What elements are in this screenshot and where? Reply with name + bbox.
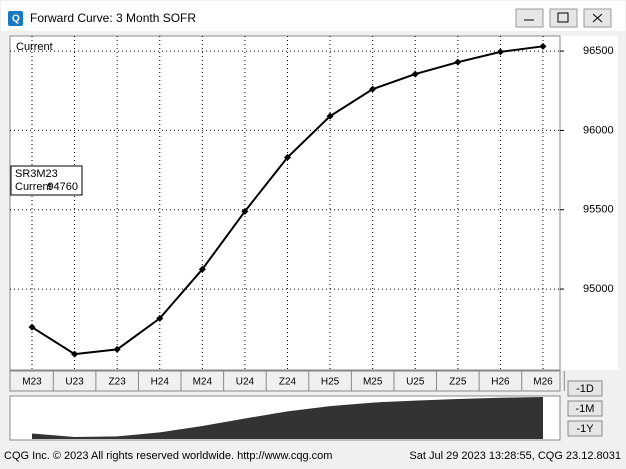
point [454,58,462,66]
point [539,42,547,50]
point [113,345,121,353]
close-icon [592,13,603,23]
y-tick-label: 95000 [583,283,614,295]
point [71,350,79,358]
range-button[interactable] [567,380,603,397]
point [28,323,36,331]
x-tick-label: Z24 [279,377,297,388]
x-tick-label: M26 [533,377,553,388]
category-strip [9,370,561,392]
x-tick-label: H26 [491,377,510,388]
y-tick-label: 95500 [583,204,614,216]
info-value: 94760 [47,181,78,193]
point [411,70,419,78]
maximize-icon [557,12,569,23]
x-tick-label: Z23 [109,377,127,388]
x-tick-label: U23 [65,377,84,388]
point [284,153,291,161]
y-tick-label: 96000 [583,124,614,136]
footer-left: CQG Inc. © 2023 All rights reserved worl… [4,450,332,462]
point [241,207,249,215]
y-tick-label: 96500 [583,45,614,57]
point [496,48,504,56]
x-tick-label: M23 [22,377,42,388]
range-button-label[interactable]: -1D [576,383,594,395]
x-tick-label: M25 [363,377,383,388]
window-title: Forward Curve: 3 Month SOFR [30,11,196,25]
maximize-button[interactable] [549,8,578,28]
range-button[interactable] [567,400,603,417]
x-tick-label: U25 [406,377,425,388]
plot-frame [9,35,561,371]
info-label: Current [15,181,52,193]
x-tick-label: H24 [151,377,170,388]
point [326,112,334,120]
range-button-label[interactable]: -1M [576,403,595,415]
point [198,265,206,273]
footer-right: Sat Jul 29 2023 13:28:55, CQG 23.12.8031 [409,450,621,462]
plot-bg [10,36,618,370]
x-tick-label: M24 [193,377,213,388]
point [156,314,164,322]
x-tick-label: Z25 [449,377,467,388]
minimize-button[interactable] [515,8,544,28]
navigator-area [32,397,543,439]
range-button-label[interactable]: -1Y [576,423,594,435]
range-button[interactable] [567,420,603,437]
series-label: Current [16,41,53,53]
info-box [10,165,83,196]
point [369,85,377,93]
window-controls[interactable] [515,8,612,28]
info-symbol: SR3M23 [15,168,58,180]
x-tick-label: U24 [236,377,255,388]
app-icon [8,11,23,26]
x-tick-label: H25 [321,377,340,388]
app-icon-glyph: Q [12,14,20,25]
